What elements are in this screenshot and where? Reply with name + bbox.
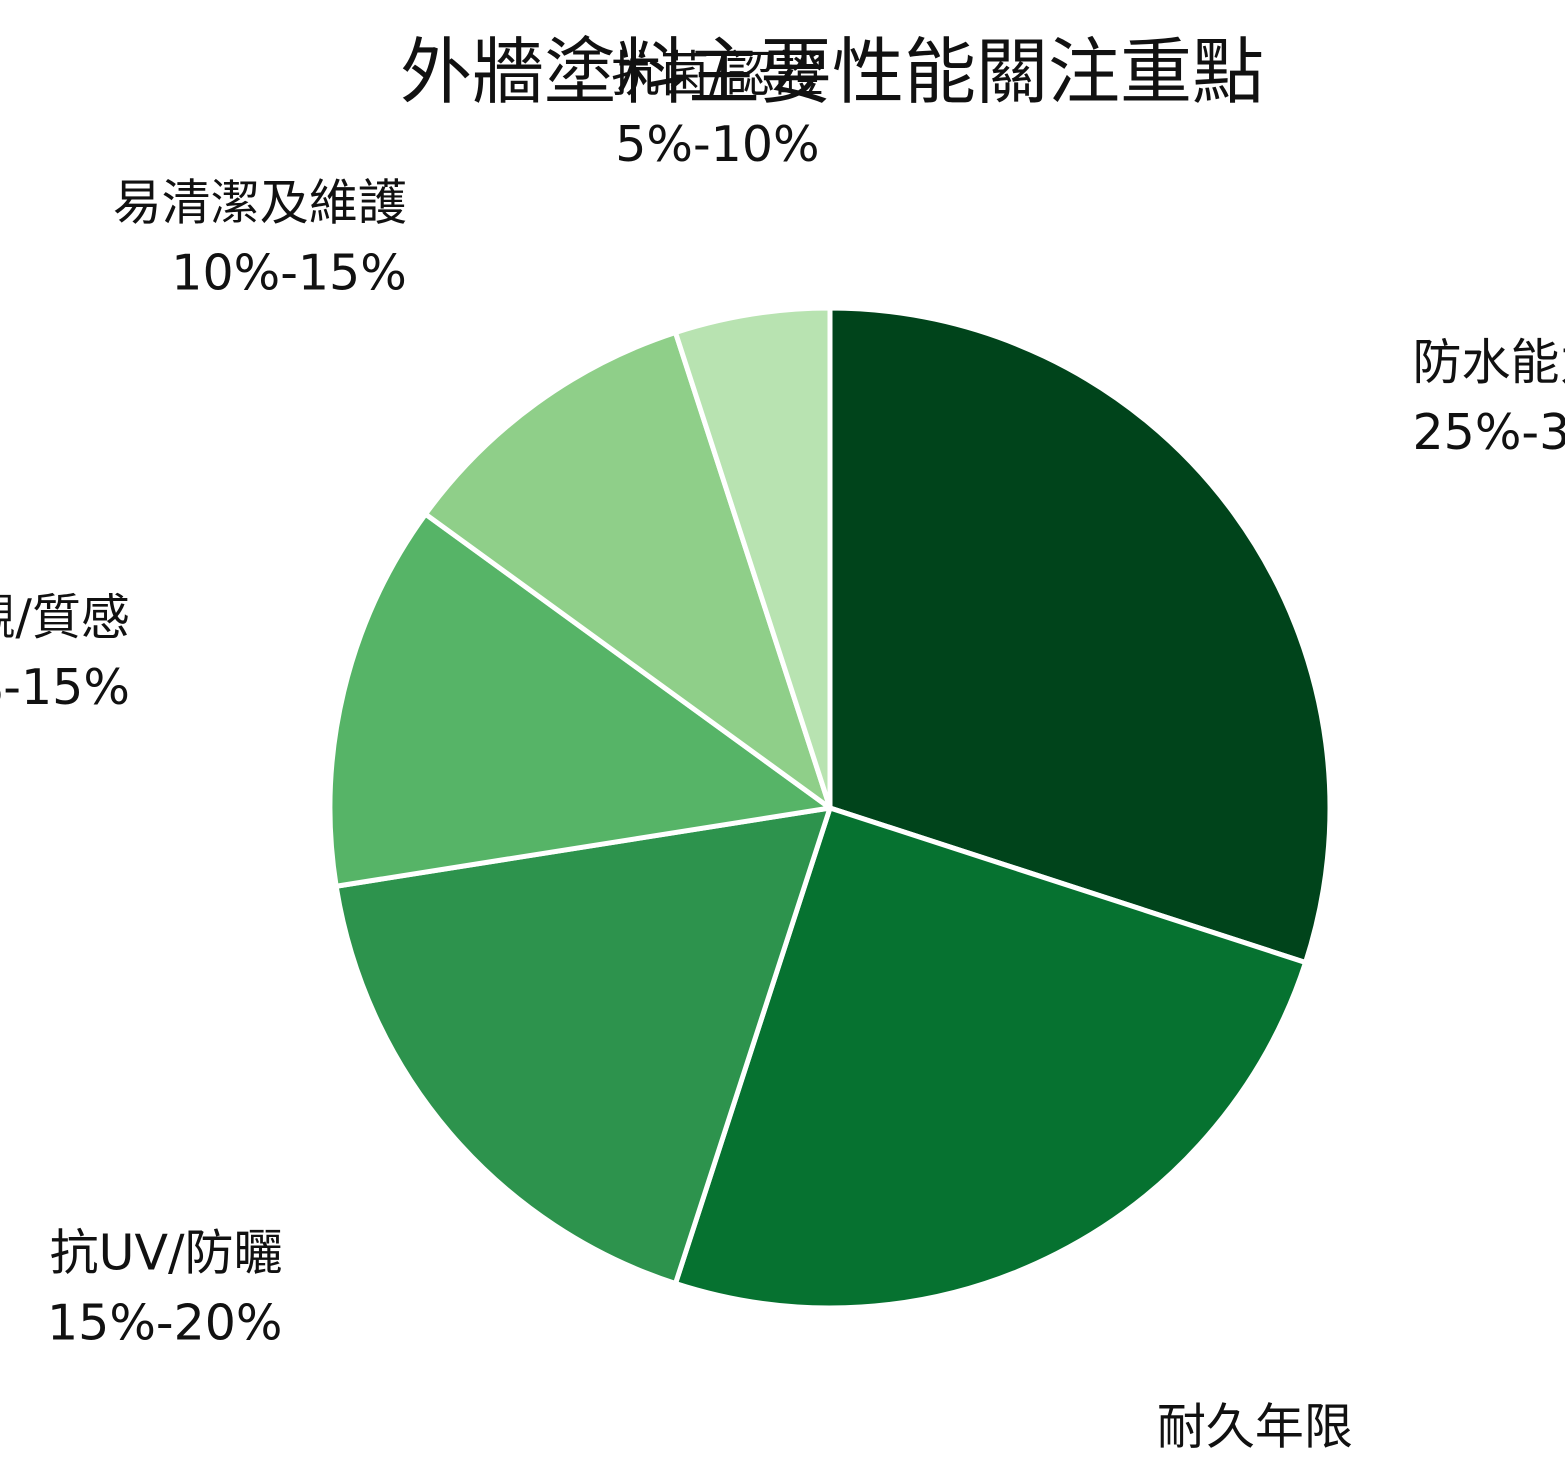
pie-slice	[672, 305, 833, 811]
slice-label-group: 耐久年限20%-30%	[1157, 1399, 1353, 1456]
pie-slice	[672, 805, 1309, 1311]
pie-slice	[827, 305, 1333, 966]
slice-label-group: 抗菌/認證 5%-10%	[611, 46, 824, 173]
slice-label-group: 美觀/質感 10%-15%	[0, 589, 130, 716]
chart-title: 外牆塗料主要性能關注重點	[400, 30, 1264, 114]
slice-label: 美觀/質感	[0, 589, 130, 646]
slice-label: 耐久年限	[1157, 1399, 1353, 1456]
slice-value-label: 5%-10%	[615, 116, 819, 173]
slice-label: 防水能力	[1413, 334, 1565, 391]
slice-label-group: 防水能力 25%-35%	[1413, 334, 1565, 461]
slice-value-label: 25%-35%	[1413, 404, 1565, 461]
slice-value-label: 15%-20%	[47, 1295, 283, 1352]
pie-slice	[422, 329, 833, 811]
slice-label: 抗UV/防曬	[50, 1225, 283, 1282]
slice-value-label: 10%-15%	[171, 245, 407, 302]
slice-label: 抗菌/認證	[611, 46, 824, 103]
pie-slice	[333, 805, 833, 1287]
pie-labels: 防水能力 25%-35% 耐久年限20%-30% 抗UV/防曬 15%-20% 美觀/質感…	[0, 46, 1565, 1456]
pie-slice	[327, 511, 833, 889]
pie-slices	[327, 305, 1333, 1311]
slice-label-group: 抗UV/防曬 15%-20%	[47, 1225, 283, 1352]
slice-label-group: 易清潔及維護 10%-15%	[113, 175, 407, 302]
slice-value-label: 10%-15%	[0, 659, 130, 716]
slice-label: 易清潔及維護	[113, 175, 407, 232]
